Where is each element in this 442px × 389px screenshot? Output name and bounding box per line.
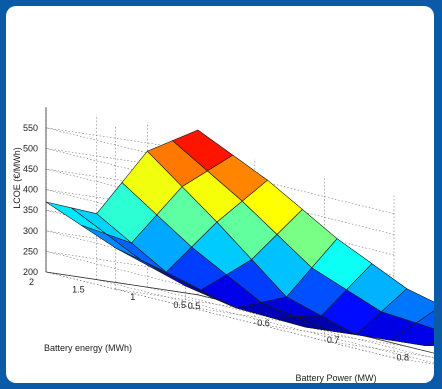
y-tick-label: 0.5 <box>173 300 186 310</box>
gridline <box>324 340 434 358</box>
y-tick-label: 1.5 <box>72 285 85 295</box>
x-tick-label: 0.8 <box>396 352 409 362</box>
surface-facet <box>172 129 234 172</box>
z-tick-label: 250 <box>23 246 38 256</box>
tick-labels: 200 250 300 350 400 450 500 550 0.5 1 1.5 2 0.5 0.6 0.… <box>23 123 409 363</box>
gridline <box>147 286 434 359</box>
y-tick-label: 2 <box>29 277 34 287</box>
gridline <box>185 306 338 330</box>
gridline <box>45 271 395 359</box>
chart-panel: 200 250 300 350 400 450 500 550 0.5 1 1.5 2 0.5 0.6 0.… <box>6 6 434 383</box>
y-axis-line <box>45 271 199 296</box>
z-tick-label: 500 <box>23 143 38 153</box>
z-tick-label: 350 <box>23 205 38 215</box>
surface-mesh <box>45 129 434 347</box>
surface-chart: 200 250 300 350 400 450 500 550 0.5 1 1.5 2 0.5 0.6 0.… <box>12 107 434 383</box>
z-tick-label: 450 <box>23 164 38 174</box>
z-tick-label: 300 <box>23 226 38 236</box>
gridline <box>254 323 407 347</box>
x-tick-label: 0.6 <box>257 318 270 328</box>
z-tick-label: 200 <box>23 267 38 277</box>
x-axis-label: Battery Power (MW) <box>295 373 376 383</box>
x-tick-label: 0.7 <box>327 335 340 345</box>
z-tick-label: 550 <box>23 123 38 133</box>
y-tick-label: 1 <box>130 292 135 302</box>
z-tick-label: 400 <box>23 185 38 195</box>
z-axis-label: LCOE (€/MWh) <box>12 147 22 209</box>
x-tick-label: 0.5 <box>188 301 201 311</box>
gridline <box>96 279 434 364</box>
gridline <box>393 357 434 365</box>
y-axis-label: Battery energy (MWh) <box>44 343 132 353</box>
gridline <box>115 288 268 313</box>
